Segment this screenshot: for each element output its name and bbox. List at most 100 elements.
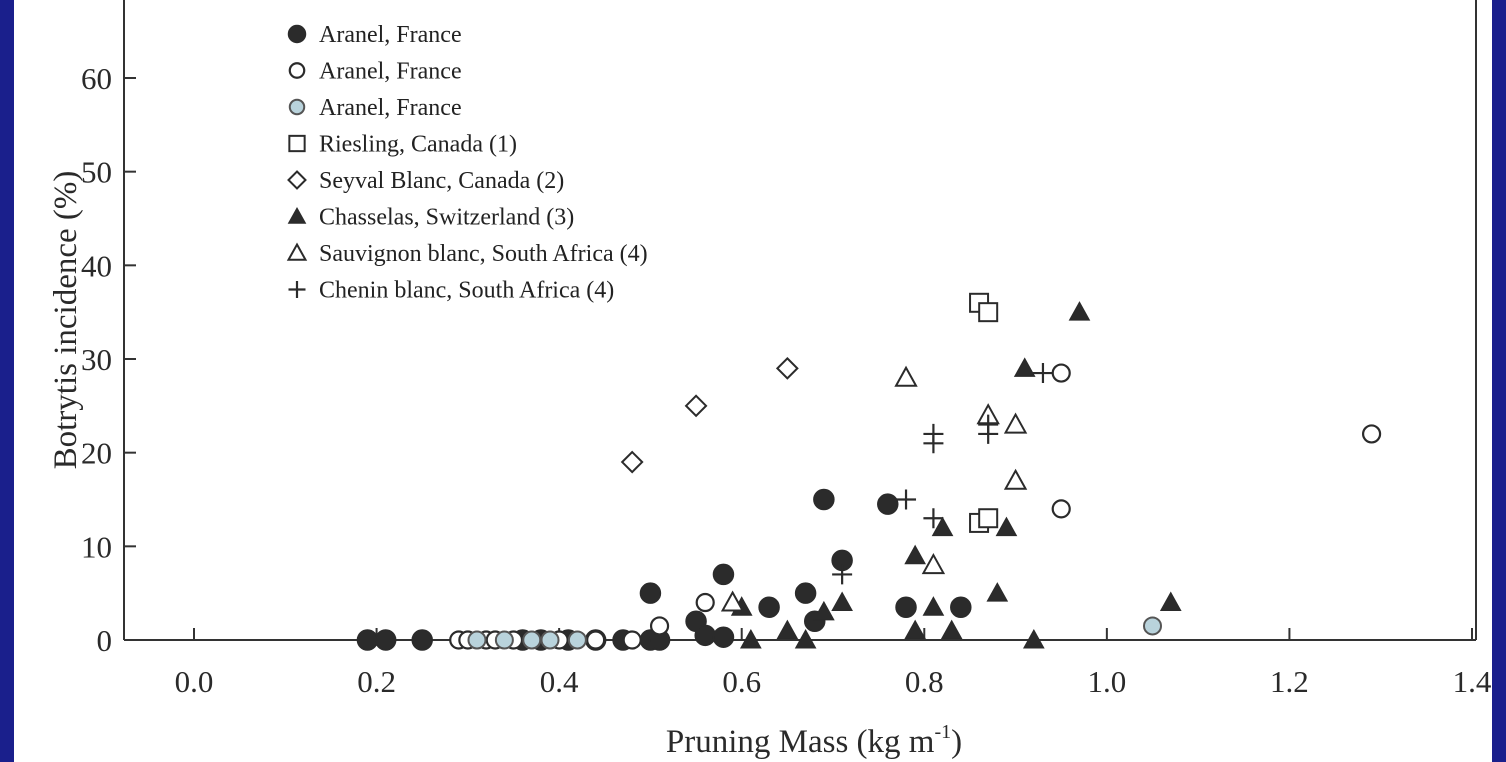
legend: Aranel, France Aranel, France Aranel, Fran… — [286, 22, 648, 304]
legend-marker — [288, 134, 306, 153]
y-tick-label: 50 — [81, 155, 112, 190]
data-point — [1068, 301, 1091, 321]
data-point — [758, 596, 780, 618]
data-point — [921, 553, 946, 575]
x-tick-label: 0.0 — [175, 664, 214, 699]
data-point — [586, 630, 606, 650]
legend-label: Chasselas, Switzerland (3) — [319, 205, 574, 231]
data-point — [684, 394, 708, 418]
y-tick-label: 0 — [97, 623, 113, 658]
data-point — [832, 564, 853, 585]
x-tick-label: 0.8 — [905, 664, 944, 699]
x-ticks: 0.0 0.2 0.4 0.6 0.8 1.0 1.2 1.4 — [175, 628, 1492, 699]
scatter-chart: 0.0 0.2 0.4 0.6 0.8 1.0 1.2 1.4 0 10 20 30 40 50 60 A… — [48, 0, 1492, 760]
x-axis-title: Pruning Mass (kg m-1) — [666, 721, 962, 760]
y-ticks: 0 10 20 30 40 50 60 — [81, 61, 136, 658]
data-points — [356, 292, 1382, 651]
data-point — [831, 591, 853, 612]
x-tick-label: 0.2 — [357, 664, 396, 699]
x-axis-title-end: ) — [951, 724, 962, 760]
data-point — [1051, 363, 1071, 383]
data-point — [374, 629, 397, 651]
data-point — [1003, 468, 1028, 490]
data-point — [522, 630, 542, 650]
data-point — [978, 508, 999, 529]
data-point — [813, 600, 835, 621]
data-point — [923, 433, 944, 454]
legend-marker — [287, 206, 307, 224]
data-point — [639, 582, 662, 604]
legend-label: Chenin blanc, South Africa (4) — [319, 278, 614, 304]
data-point — [1013, 357, 1036, 377]
legend-label: Aranel, France — [319, 22, 462, 48]
y-axis-title: Botrytis incidence (%) — [48, 171, 84, 470]
legend-marker — [288, 98, 306, 116]
data-point — [1022, 628, 1045, 649]
x-axis-title-main: Pruning Mass (kg m — [666, 724, 935, 760]
data-point — [813, 488, 835, 511]
data-point — [950, 596, 972, 618]
data-point — [467, 630, 487, 650]
legend-marker — [287, 24, 307, 44]
legend-marker — [288, 281, 306, 298]
legend-label: Aranel, France — [319, 95, 462, 121]
data-point — [922, 596, 945, 616]
data-point — [620, 450, 644, 474]
data-point — [739, 628, 762, 649]
data-point — [940, 619, 963, 640]
x-tick-label: 1.0 — [1087, 664, 1126, 699]
y-tick-label: 10 — [81, 529, 112, 564]
legend-marker — [287, 170, 307, 190]
data-point — [720, 590, 745, 612]
data-point — [794, 628, 817, 649]
data-point — [895, 596, 917, 618]
data-point — [995, 516, 1018, 537]
data-point — [904, 619, 927, 640]
data-point — [712, 626, 735, 648]
y-tick-label: 40 — [81, 248, 112, 283]
x-tick-label: 1.2 — [1270, 664, 1309, 699]
data-point — [1032, 363, 1053, 384]
data-point — [894, 365, 918, 387]
data-point — [896, 489, 917, 510]
legend-marker — [288, 62, 306, 79]
data-point — [1361, 424, 1382, 444]
data-point — [567, 630, 587, 650]
data-point — [622, 630, 642, 650]
legend-marker — [286, 242, 308, 261]
data-point — [904, 544, 927, 565]
data-point — [1051, 499, 1071, 519]
y-tick-label: 30 — [81, 342, 112, 377]
legend-label: Sauvignon blanc, South Africa (4) — [319, 241, 648, 267]
legend-label: Seyval Blanc, Canada (2) — [319, 168, 564, 194]
data-point — [978, 302, 999, 323]
data-point — [540, 630, 560, 650]
x-tick-label: 1.4 — [1453, 664, 1492, 699]
data-point — [411, 629, 433, 651]
data-point — [794, 582, 817, 604]
data-point — [776, 619, 799, 640]
data-point — [986, 582, 1009, 602]
data-point — [775, 356, 799, 380]
data-point — [712, 563, 735, 586]
data-point — [931, 516, 954, 537]
data-point — [877, 493, 899, 515]
legend-label: Aranel, France — [319, 59, 462, 85]
data-point — [1159, 591, 1182, 612]
legend-label: Riesling, Canada (1) — [319, 132, 517, 158]
y-tick-label: 20 — [81, 436, 112, 471]
data-point — [649, 616, 670, 636]
x-tick-label: 0.4 — [540, 664, 579, 699]
data-point — [978, 423, 999, 444]
data-point — [1003, 412, 1028, 434]
data-point — [356, 629, 379, 651]
data-point — [923, 508, 944, 529]
x-axis-title-superscript: -1 — [934, 721, 951, 743]
data-point — [1143, 616, 1162, 636]
chart-panel: 0.0 0.2 0.4 0.6 0.8 1.0 1.2 1.4 0 10 20 30 40 50 60 A… — [14, 0, 1492, 762]
data-point — [695, 592, 715, 613]
y-tick-label: 60 — [81, 61, 112, 96]
data-point — [494, 630, 514, 650]
x-tick-label: 0.6 — [722, 664, 761, 699]
data-point — [694, 624, 716, 647]
